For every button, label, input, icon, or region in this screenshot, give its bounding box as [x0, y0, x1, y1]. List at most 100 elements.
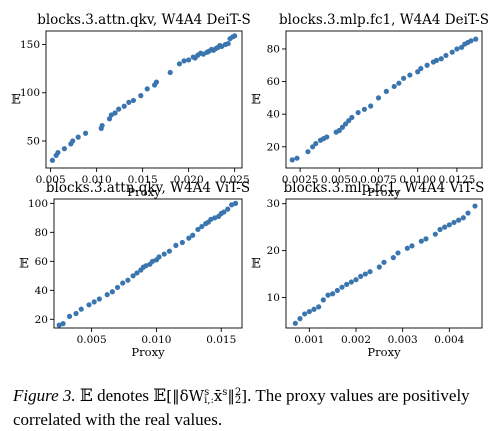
scatter-point — [409, 243, 415, 249]
figure-grid: blocks.3.attn.qkv, W4A4 DeiT-S 0.005 0.010… — [11, 12, 489, 359]
scatter-point — [456, 217, 462, 223]
scatter-point — [320, 297, 326, 303]
scatter-point — [367, 269, 373, 275]
scatter-point — [134, 270, 140, 276]
scatter-point — [446, 222, 452, 228]
scatter-point — [418, 65, 424, 72]
scatter-point — [443, 52, 449, 59]
scatter-point — [339, 124, 346, 130]
y-axis-label: 𝔼 — [251, 257, 261, 272]
scatter-point — [130, 273, 136, 279]
scatter-point — [173, 242, 179, 248]
scatter-point — [104, 292, 110, 298]
axes-frame — [285, 198, 483, 329]
scatter-point — [348, 279, 354, 285]
panel-title: blocks.3.mlp.fc1, W4A4 DeiT-S — [279, 12, 489, 28]
scatter-point — [407, 72, 413, 78]
scatter-point — [109, 289, 115, 295]
scatter-point — [375, 95, 382, 101]
y-tick-label: 60 — [35, 256, 48, 268]
x-tick-label: 0.015 — [128, 174, 158, 186]
caption-formula: [‖δW s i,: x̄s‖ 2 2] — [166, 387, 247, 406]
scatter-point — [344, 281, 350, 287]
formula-sup: s — [204, 387, 210, 398]
panel-title: blocks.3.attn.qkv, W4A4 DeiT-S — [37, 12, 251, 28]
y-tick-label: 50 — [27, 135, 40, 147]
x-tick-label: 0.025 — [220, 174, 250, 186]
scatter-point — [391, 83, 397, 90]
x-tick-label: 0.001 — [294, 334, 324, 346]
scatter-point — [376, 264, 382, 270]
scatter-point — [195, 226, 201, 233]
scatter-point — [302, 311, 308, 317]
scatter-point — [305, 149, 311, 155]
y-tick-label: 150 — [20, 39, 40, 51]
scatter-point — [112, 110, 118, 116]
scatter-point — [324, 134, 330, 140]
scatter-point — [362, 271, 368, 277]
axes-frame — [53, 198, 243, 329]
scatter-point — [130, 97, 137, 104]
x-tick-label: 0.002 — [341, 334, 371, 346]
scatter-point — [99, 122, 105, 129]
caption-text-end: . The proxy values are positively correl… — [13, 386, 470, 429]
scatter-point — [460, 215, 466, 221]
scatter-point — [438, 56, 444, 62]
scatter-point — [179, 239, 185, 246]
scatter-point — [472, 203, 478, 209]
scatter-point — [125, 277, 131, 283]
scatter-point — [106, 116, 113, 122]
scatter-point — [349, 114, 355, 121]
scatter-point — [325, 292, 331, 298]
scatter-point — [423, 236, 429, 242]
scatter-point — [437, 226, 443, 233]
scatter-point — [96, 296, 102, 302]
scatter-point — [225, 40, 231, 47]
y-tick-label: 20 — [35, 314, 48, 326]
scatter-point — [167, 69, 173, 76]
scatter-point — [311, 306, 317, 312]
y-axis-label: 𝔼 — [19, 257, 29, 272]
y-tick-label: 80 — [35, 227, 48, 239]
scatter-point — [395, 250, 401, 256]
scatter-point — [454, 46, 460, 52]
y-tick-label: 10 — [267, 292, 280, 304]
y-axis-label: 𝔼 — [251, 93, 261, 108]
scatter-point — [297, 316, 303, 322]
x-tick-label: 0.015 — [206, 334, 236, 346]
scatter-point — [161, 251, 167, 257]
scatter-point — [289, 157, 295, 163]
scatter-point — [459, 44, 465, 50]
scatter-point — [418, 238, 424, 244]
scatter-point — [353, 277, 359, 283]
scatter-point — [60, 321, 66, 327]
x-axis-label: Proxy — [131, 345, 165, 359]
scatter-point — [361, 106, 367, 112]
scatter-point — [433, 57, 440, 63]
y-tick-label: 100 — [28, 198, 48, 210]
y-tick-label: 60 — [267, 76, 280, 88]
scatter-point — [334, 287, 340, 294]
scatter-point — [114, 284, 121, 291]
scatter-point — [225, 206, 231, 212]
x-tick-label: 0.005 — [36, 174, 66, 186]
x-tick-label: 0.003 — [388, 334, 418, 346]
formula-norm-sup: 2 — [234, 387, 242, 398]
scatter-point — [313, 140, 319, 147]
scatter-point — [390, 255, 396, 261]
scatter-point — [355, 109, 361, 116]
scatter-point — [70, 138, 76, 144]
scatter-point — [181, 58, 187, 64]
scatter-point — [116, 106, 122, 112]
scatter-point — [186, 57, 192, 63]
scatter-point — [381, 259, 387, 265]
scatter-point — [86, 302, 92, 308]
y-tick-label: 100 — [20, 87, 40, 99]
formula-xbar: x̄ — [213, 387, 223, 405]
scatter-point — [75, 134, 81, 140]
scatter-point — [221, 209, 227, 215]
y-tick-label: 30 — [267, 198, 280, 210]
scatter-point — [368, 103, 374, 109]
scatter-point — [176, 61, 183, 67]
scatter-point — [61, 146, 67, 152]
